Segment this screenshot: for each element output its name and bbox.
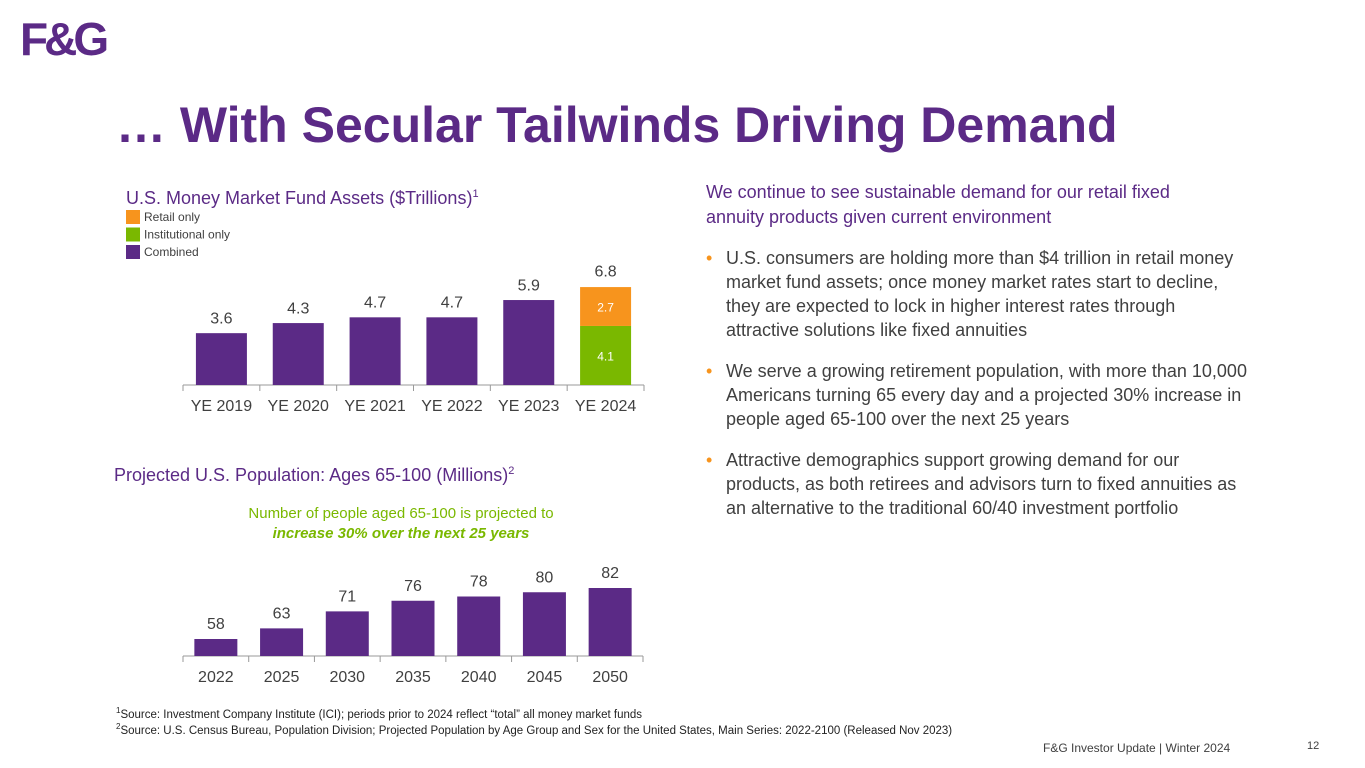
annotation: Number of people aged 65-100 is projecte… — [248, 505, 553, 522]
data-label: 5.9 — [518, 277, 540, 294]
data-label: 4.7 — [364, 295, 386, 312]
data-label: 2.7 — [597, 301, 614, 315]
footnote-text: Source: Investment Company Institute (IC… — [120, 708, 643, 721]
x-tick-label: YE 2022 — [421, 398, 482, 415]
x-tick-label: 2035 — [395, 669, 431, 686]
x-tick-label: YE 2021 — [344, 398, 405, 415]
slide-title: … With Secular Tailwinds Driving Demand — [116, 97, 1118, 153]
bar — [391, 600, 435, 656]
footer: F&G Investor Update | Winter 2024 — [1043, 741, 1231, 755]
data-label: 4.7 — [441, 295, 463, 312]
bullet: Attractive demographics support growing … — [706, 448, 1251, 520]
bar-segment — [580, 287, 632, 326]
footnote-text: Source: U.S. Census Bureau, Population D… — [120, 724, 953, 737]
footnote-marker: 2 — [116, 722, 121, 731]
bar — [325, 611, 369, 656]
footnote: 2Source: U.S. Census Bureau, Population … — [116, 722, 952, 737]
bar — [522, 592, 566, 656]
legend-label: Institutional only — [144, 228, 230, 242]
intro: We continue to see sustainable demand fo… — [706, 182, 1170, 227]
x-tick-label: YE 2023 — [498, 398, 559, 415]
bullet-list: U.S. consumers are holding more than $4 … — [706, 246, 1251, 537]
data-label: 82 — [601, 565, 619, 582]
page-number: 12 — [1307, 740, 1320, 752]
chart-title-text: U.S. Money Market Fund Assets ($Trillion… — [126, 188, 473, 208]
data-label: 58 — [207, 616, 225, 633]
data-label: 76 — [404, 578, 422, 595]
legend-label: Combined — [144, 245, 199, 259]
legend-swatch — [126, 227, 140, 242]
x-tick-label: YE 2024 — [575, 398, 636, 415]
data-label: 80 — [536, 569, 554, 586]
legend-label: Retail only — [144, 210, 200, 224]
bar — [588, 588, 632, 656]
footnote: 1Source: Investment Company Institute (I… — [116, 706, 642, 721]
x-tick-label: 2045 — [527, 669, 563, 686]
bar-segment — [503, 300, 555, 385]
bar-segment — [195, 333, 247, 385]
total-label: 6.8 — [594, 263, 616, 280]
bar — [260, 628, 304, 656]
x-tick-label: 2050 — [592, 669, 628, 686]
x-tick-label: 2030 — [329, 669, 365, 686]
data-label: 4.1 — [597, 350, 614, 364]
bar-segment — [272, 323, 324, 385]
x-tick-label: YE 2019 — [191, 398, 252, 415]
data-label: 63 — [273, 606, 291, 623]
chart-title: U.S. Money Market Fund Assets ($Trillion… — [126, 188, 479, 209]
data-label: 78 — [470, 574, 488, 591]
bar-segment — [349, 317, 401, 385]
bullet: We serve a growing retirement population… — [706, 359, 1251, 431]
annotation: increase 30% over the next 25 years — [273, 525, 530, 542]
chart-title: Projected U.S. Population: Ages 65-100 (… — [114, 465, 514, 486]
x-tick-label: 2040 — [461, 669, 497, 686]
bullet: U.S. consumers are holding more than $4 … — [706, 246, 1251, 342]
x-tick-label: YE 2020 — [268, 398, 329, 415]
data-label: 4.3 — [287, 300, 309, 317]
bar — [457, 596, 501, 656]
data-label: 3.6 — [210, 310, 232, 327]
x-tick-label: 2025 — [264, 669, 300, 686]
bar-segment — [580, 325, 632, 385]
logo: F&G — [20, 13, 109, 65]
footnote-marker: 1 — [116, 706, 121, 715]
legend-swatch — [126, 210, 140, 224]
chart-title-text: Projected U.S. Population: Ages 65-100 (… — [114, 465, 509, 485]
footnote-marker: 1 — [472, 188, 479, 200]
bar-segment — [426, 317, 478, 385]
footnote-marker: 2 — [508, 465, 515, 477]
data-label: 71 — [338, 589, 356, 606]
bar — [194, 639, 238, 656]
legend-swatch — [126, 245, 140, 259]
x-tick-label: 2022 — [198, 669, 234, 686]
